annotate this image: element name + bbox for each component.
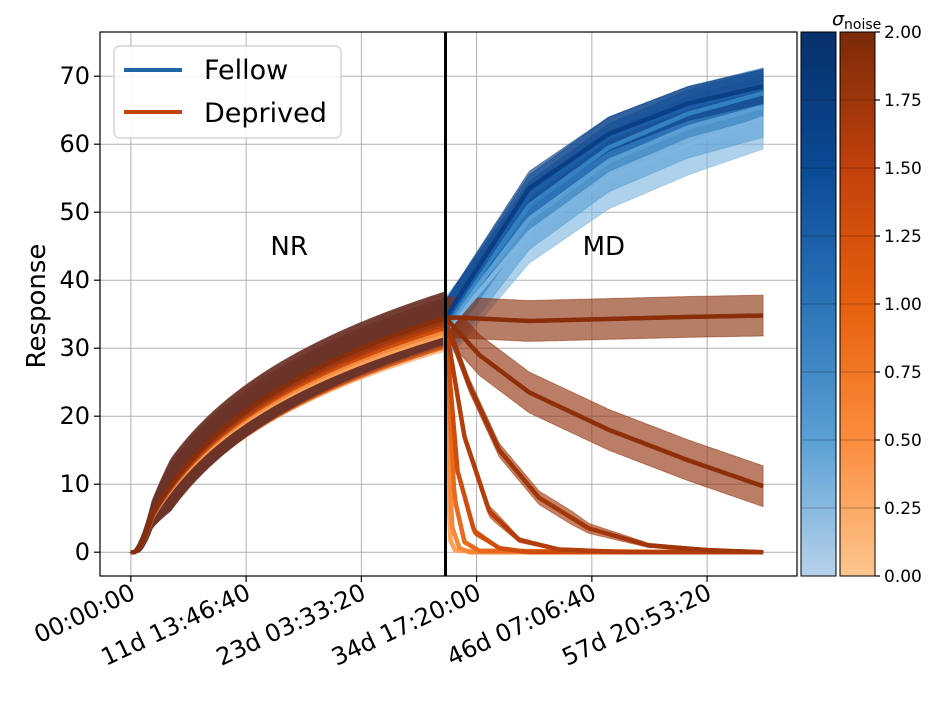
- colorbar-tick-label-5: 1.25: [884, 227, 922, 247]
- phase-labels: NR MD: [270, 232, 625, 262]
- legend-label-deprived: Deprived: [204, 98, 327, 129]
- colorbar-tick-label-4: 1.00: [884, 295, 922, 315]
- colorbar-tick-label-8: 2.00: [884, 23, 922, 43]
- colorbar-tick-label-3: 0.75: [884, 363, 922, 383]
- y-tick-label-4: 40: [59, 266, 90, 294]
- colorbar-tick-label-1: 0.25: [884, 499, 922, 519]
- colorbar-tick-label-0: 0.00: [884, 567, 922, 587]
- phase-label-nr: NR: [270, 232, 308, 262]
- y-tick-label-6: 60: [59, 130, 90, 158]
- y-axis: 0 10 20 30 40 50 60 70: [59, 62, 100, 566]
- y-tick-label-3: 30: [59, 334, 90, 362]
- legend: Fellow Deprived: [113, 45, 342, 139]
- plot-frame: [99, 31, 798, 577]
- colorbar-ticks: 0.00 0.25 0.50 0.75 1.00 1.25 1.50 1.75 2.00: [801, 23, 922, 587]
- colorbar: 0.00 0.25 0.50 0.75 1.00 1.25 1.50 1.75 2.00 σno…: [800, 8, 922, 587]
- y-tick-label-0: 0: [75, 538, 90, 566]
- y-tick-label-2: 20: [59, 402, 90, 430]
- y-tick-label-5: 50: [59, 198, 90, 226]
- y-axis-label: Response: [22, 244, 52, 369]
- colorbar-tick-label-7: 1.75: [884, 91, 922, 111]
- colorbar-title: σnoise: [832, 8, 881, 33]
- y-tick-label-1: 10: [59, 470, 90, 498]
- legend-label-fellow: Fellow: [204, 55, 288, 86]
- y-tick-label-7: 70: [59, 62, 90, 90]
- phase-label-md: MD: [583, 232, 625, 262]
- colorbar-tick-label-2: 0.50: [884, 431, 922, 451]
- colorbar-tick-label-6: 1.50: [884, 159, 922, 179]
- colorbar-orange: [839, 31, 876, 577]
- colorbar-blue: [800, 31, 837, 577]
